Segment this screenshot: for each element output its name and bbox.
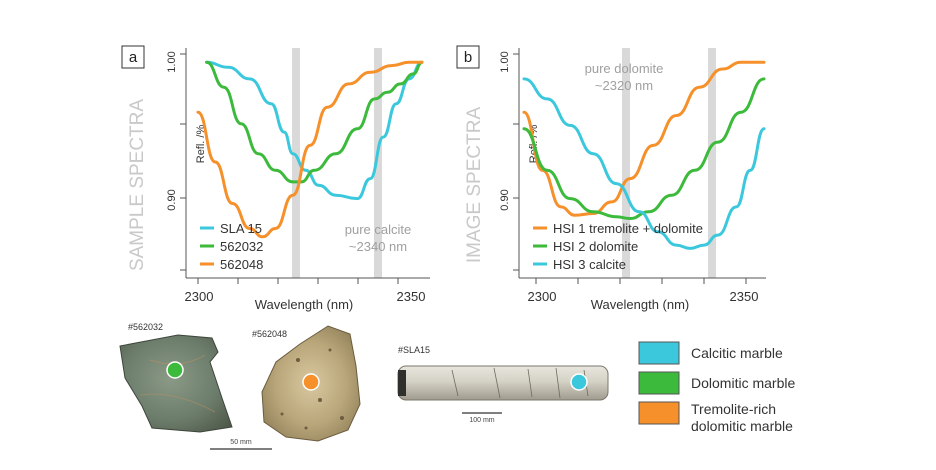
band-2340-b <box>708 48 716 278</box>
plot-area-b <box>522 60 766 250</box>
series-line-a-3 <box>196 60 424 239</box>
series-line-a-1 <box>205 60 424 201</box>
annotation-b-line1: pure dolomite <box>585 61 664 76</box>
x-axis-label-b: Wavelength (nm) <box>591 297 690 312</box>
scale-label-100mm: 100 mm <box>469 417 494 424</box>
panel-label-b: b <box>464 49 472 66</box>
annotation-a-line2: ~2340 nm <box>349 239 407 254</box>
plot-area-a <box>196 60 424 239</box>
swatch-dolomitic <box>638 371 680 395</box>
legend-label-a-1: SLA 15 <box>220 221 262 236</box>
specimen-photo-SLA15 <box>397 365 609 401</box>
annotation-a-line1: pure calcite <box>345 222 411 237</box>
specimen-id-562048: #562048 <box>252 329 287 339</box>
legend-b: HSI 1 tremolite + dolomite HSI 2 dolomite… <box>533 221 703 272</box>
specimen-photo-562048 <box>261 325 361 442</box>
swatch-calcitic <box>638 341 680 365</box>
legend-label-calcitic: Calcitic marble <box>691 345 783 361</box>
side-label-b: IMAGE SPECTRA <box>464 107 485 264</box>
series-line-b-2 <box>522 77 766 221</box>
legend-label-b-1: HSI 1 tremolite + dolomite <box>553 221 703 236</box>
specimen-id-562032: #562032 <box>128 322 163 332</box>
panel-label-box-b: b <box>456 45 480 69</box>
y-tick-label-a-bottom: 0.90 <box>166 189 178 210</box>
y-axis-label-a: Refl. /% <box>195 125 207 164</box>
swatch-tremolite <box>638 401 680 425</box>
x-tick-label-b-right: 2350 <box>730 289 759 304</box>
annotation-b-line2: ~2320 nm <box>595 78 653 93</box>
side-label-a: SAMPLE SPECTRA <box>127 99 148 271</box>
y-tick-label-b-bottom: 0.90 <box>499 189 511 210</box>
rock-562032 <box>119 334 233 433</box>
panel-label-a: a <box>129 49 138 66</box>
specimen-id-SLA15: #SLA15 <box>398 345 430 355</box>
legend-label-tremolite-line1: Tremolite-rich <box>691 401 776 417</box>
series-line-a-2 <box>205 60 424 184</box>
x-tick-label-a-right: 2350 <box>397 289 426 304</box>
lithology-legend: Calcitic marble Dolomitic marble Tremoli… <box>638 341 795 434</box>
marker-SLA15 <box>570 373 588 391</box>
specimen-photo-562032 <box>119 334 233 433</box>
legend-label-a-3: 562048 <box>220 257 263 272</box>
series-line-b-1 <box>522 60 766 217</box>
scale-label-50mm: 50 mm <box>230 439 252 446</box>
panel-a: SAMPLE SPECTRA a 1.00 0.90 Refl. /% 2300… <box>121 45 430 312</box>
series-line-b-3 <box>522 77 766 250</box>
y-tick-label-b-top: 1.00 <box>499 51 511 72</box>
panel-b: IMAGE SPECTRA b 1.00 0.90 Refl. /% 2300 … <box>456 45 766 312</box>
legend-label-tremolite-line2: dolomitic marble <box>691 418 793 434</box>
legend-a: SLA 15 562032 562048 <box>200 221 263 272</box>
legend-label-dolomitic: Dolomitic marble <box>691 375 795 391</box>
x-tick-label-b-left: 2300 <box>528 289 557 304</box>
band-2320-b <box>622 48 630 278</box>
x-tick-label-a-left: 2300 <box>185 289 214 304</box>
legend-label-b-2: HSI 2 dolomite <box>553 239 638 254</box>
y-tick-label-a-top: 1.00 <box>166 51 178 72</box>
x-axis-label-a: Wavelength (nm) <box>255 297 354 312</box>
marker-562048 <box>302 373 320 391</box>
legend-label-b-3: HSI 3 calcite <box>553 257 626 272</box>
band-2340-a <box>374 48 382 278</box>
marker-562032 <box>166 361 184 379</box>
band-2320-a <box>292 48 300 278</box>
legend-label-a-2: 562032 <box>220 239 263 254</box>
panel-label-box-a: a <box>121 45 145 69</box>
